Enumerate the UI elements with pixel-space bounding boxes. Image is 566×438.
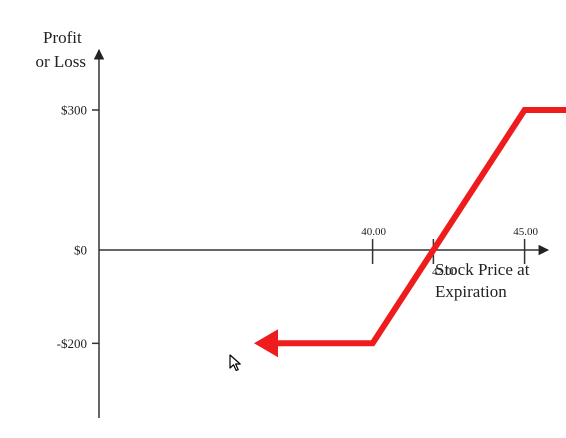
payoff-arrow-left <box>254 329 278 358</box>
y-tick-label: -$200 <box>57 336 87 351</box>
y-axis-title-line-2: or Loss <box>35 52 86 71</box>
mouse-pointer-icon <box>229 354 241 372</box>
y-tick-label: $0 <box>74 243 87 258</box>
y-axis-title-line-1: Profit <box>43 28 82 47</box>
x-tick-label: 42.00 <box>432 266 457 278</box>
x-tick-label: 45.00 <box>513 226 538 238</box>
x-axis-title-line-2: Expiration <box>435 282 507 301</box>
x-tick-label: 40.00 <box>361 226 386 238</box>
payoff-line <box>278 107 566 347</box>
x-axis-title-line-1: Stock Price at <box>435 260 530 279</box>
x-axis-title: Stock Price at Expiration <box>435 260 534 301</box>
y-tick-label: $300 <box>61 103 87 118</box>
y-axis-title: Profit or Loss <box>35 28 86 71</box>
